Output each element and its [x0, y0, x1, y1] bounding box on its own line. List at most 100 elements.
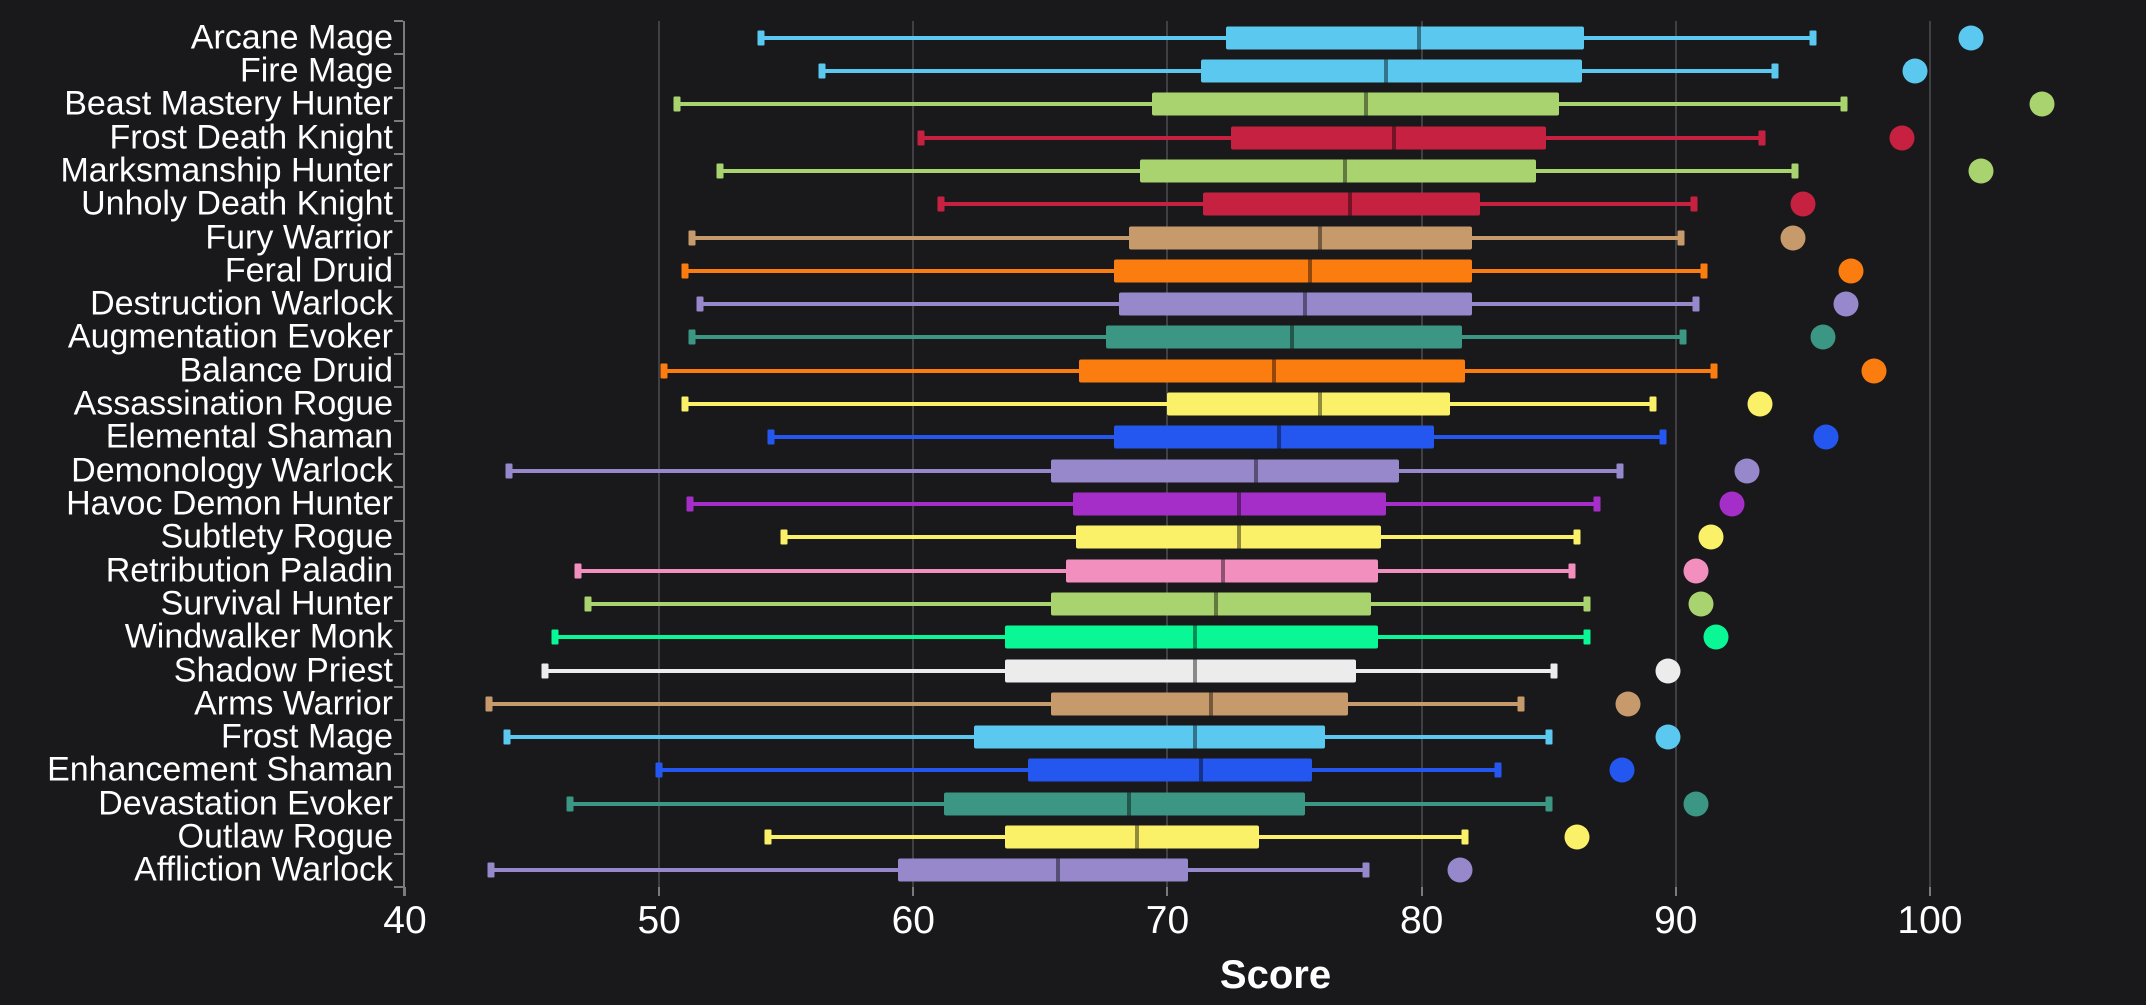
- iqr-box: [1106, 325, 1463, 349]
- whisker-cap-max: [1362, 862, 1370, 878]
- box-row: [405, 21, 2146, 887]
- outlier-dot: [1609, 757, 1635, 783]
- whisker-cap-min: [673, 96, 681, 112]
- x-axis-tick: [912, 887, 915, 896]
- whisker-cap-max: [1679, 329, 1687, 345]
- median-line: [1236, 525, 1241, 549]
- gridline: [1166, 21, 1169, 887]
- whisker-cap-max: [1700, 263, 1708, 279]
- whisker-cap-min: [818, 63, 826, 79]
- whisker-cap-min: [566, 796, 574, 812]
- whisker-cap-min: [584, 596, 592, 612]
- category-label: Feral Druid: [224, 251, 393, 290]
- y-axis-tick: [394, 53, 403, 56]
- category-label: Assassination Rogue: [73, 384, 393, 423]
- box-row: [405, 21, 2146, 887]
- y-axis-tick: [394, 86, 403, 89]
- box-row: [405, 21, 2146, 887]
- y-axis-tick: [394, 253, 403, 256]
- y-axis-tick: [394, 219, 403, 222]
- x-axis-tick: [1928, 887, 1931, 896]
- y-axis-tick: [394, 319, 403, 322]
- category-label: Retribution Paladin: [105, 550, 393, 589]
- box-row: [405, 21, 2146, 887]
- iqr-box: [1027, 758, 1313, 782]
- outlier-dot: [1838, 258, 1864, 284]
- outlier-dot: [1719, 491, 1745, 517]
- y-axis-tick: [394, 552, 403, 555]
- x-axis-tick: [404, 887, 406, 896]
- whisker-cap-max: [1840, 96, 1848, 112]
- outlier-dot: [1447, 857, 1473, 883]
- whisker-cap-max: [1461, 829, 1469, 845]
- category-label: Outlaw Rogue: [177, 817, 393, 856]
- whisker-cap-max: [1692, 296, 1700, 312]
- category-label: Demonology Warlock: [71, 450, 393, 489]
- whisker-cap-max: [1545, 729, 1553, 745]
- outlier-dot: [1968, 158, 1994, 184]
- y-axis-tick: [394, 119, 403, 122]
- box-row: [405, 21, 2146, 887]
- iqr-box: [1129, 226, 1473, 249]
- category-label: Subtlety Rogue: [160, 517, 394, 556]
- category-label: Windwalker Monk: [124, 617, 393, 656]
- box-row: [405, 21, 2146, 887]
- category-label: Beast Mastery Hunter: [64, 84, 393, 123]
- whisker-cap-min: [681, 396, 689, 412]
- category-axis: Arcane Mage Fire Mage Beast Mastery Hunter…: [0, 20, 394, 887]
- category-label: Arms Warrior: [194, 684, 393, 723]
- gridline: [912, 21, 915, 887]
- median-line: [1193, 625, 1198, 649]
- outlier-dot: [1833, 291, 1859, 317]
- whisker-cap-max: [1690, 196, 1698, 212]
- whisker-cap-max: [1583, 629, 1591, 645]
- iqr-box: [1167, 392, 1450, 416]
- iqr-box: [1139, 159, 1536, 183]
- iqr-box: [898, 858, 1188, 882]
- outlier-dot: [1790, 191, 1816, 217]
- median-line: [1343, 159, 1348, 183]
- whisker-cap-min: [551, 629, 559, 645]
- iqr-box: [1225, 26, 1585, 50]
- median-line: [1277, 425, 1282, 449]
- y-axis-tick: [394, 652, 403, 655]
- category-label: Devastation Evoker: [98, 784, 393, 823]
- iqr-box: [1203, 192, 1481, 216]
- whisker-cap-min: [767, 429, 775, 445]
- box-row: [405, 21, 2146, 887]
- x-axis-tick: [1166, 887, 1169, 896]
- category-label: Destruction Warlock: [90, 284, 393, 323]
- x-tick-label: 60: [891, 899, 936, 942]
- y-axis-tick: [394, 752, 403, 755]
- iqr-box: [1004, 659, 1356, 682]
- y-axis-tick: [394, 519, 403, 522]
- outlier-dot: [1615, 691, 1640, 717]
- box-row: [405, 21, 2146, 887]
- median-line: [1363, 92, 1368, 116]
- iqr-box: [1004, 625, 1379, 649]
- category-label: Frost Death Knight: [109, 117, 393, 156]
- outlier-dot: [1810, 324, 1836, 350]
- x-axis-tick: [1674, 887, 1677, 896]
- outlier-dot: [1813, 424, 1839, 450]
- box-row: [405, 21, 2146, 887]
- box-row: [405, 21, 2146, 887]
- category-label: Unholy Death Knight: [81, 184, 393, 223]
- iqr-box: [1050, 592, 1371, 616]
- x-tick-label: 80: [1399, 899, 1444, 942]
- outlier-dot: [1564, 824, 1590, 850]
- median-line: [1134, 825, 1139, 849]
- median-line: [1193, 725, 1198, 749]
- outlier-dot: [1780, 225, 1806, 250]
- y-axis-tick: [394, 886, 403, 888]
- outlier-dot: [1734, 458, 1760, 484]
- whisker-cap-max: [1573, 529, 1581, 545]
- whisker-cap-min: [681, 263, 689, 279]
- median-line: [1290, 325, 1295, 349]
- y-axis-tick: [394, 819, 403, 822]
- whisker-cap-max: [1550, 663, 1558, 678]
- box-row: [405, 21, 2146, 887]
- whisker-cap-min: [487, 862, 495, 878]
- y-axis-spine: [403, 21, 405, 896]
- gridline: [1928, 21, 1931, 887]
